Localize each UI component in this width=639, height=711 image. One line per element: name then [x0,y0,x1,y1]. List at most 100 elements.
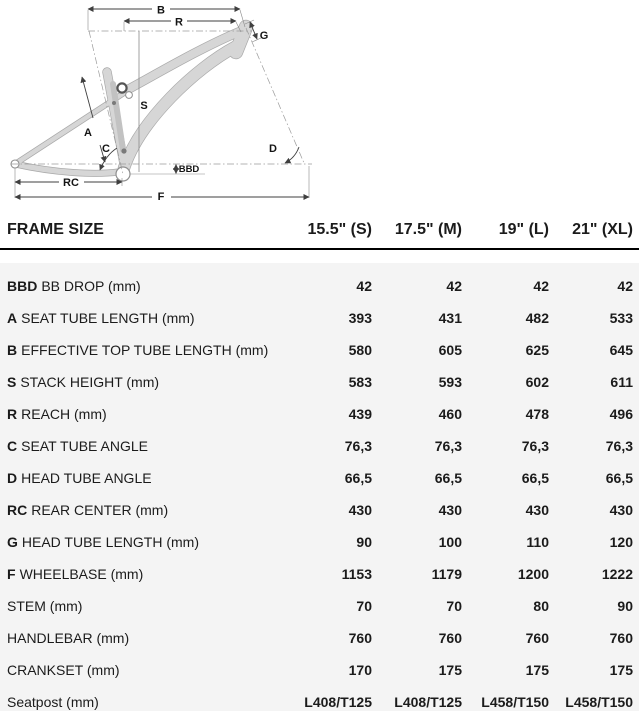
value-size-l: L458/T150 [481,694,549,710]
value-size-xl: 496 [609,406,633,422]
table-row: Seatpost (mm) L408/T125 L408/T125 L458/T… [7,686,633,711]
value-size-xl: 42 [617,278,633,294]
value-size-m: 76,3 [434,438,462,454]
frame-geometry-diagram: B R G S A C D BBD RC F [0,0,639,212]
value-size-xl: 120 [609,534,633,550]
reference-lines [11,27,312,175]
row-label: D HEAD TUBE ANGLE [7,470,152,486]
dim-label-f: F [158,191,165,203]
table-row: C SEAT TUBE ANGLE 76,3 76,3 76,3 76,3 [7,430,633,462]
value-size-l: 430 [525,502,549,518]
value-size-m: 430 [438,502,462,518]
row-label: Seatpost (mm) [7,694,99,710]
value-size-s: 583 [348,374,372,390]
value-size-xl: 611 [610,374,633,390]
row-key: G [7,534,18,550]
value-size-l: 602 [525,374,549,390]
row-label: G HEAD TUBE LENGTH (mm) [7,534,199,550]
value-size-m: 760 [438,630,462,646]
table-row: STEM (mm) 70 70 80 90 [7,590,633,622]
table-row: R REACH (mm) 439 460 478 496 [7,398,633,430]
value-size-l: 175 [525,662,549,678]
value-size-m: 593 [438,374,462,390]
column-header-size-m: 17.5" (M) [394,221,462,238]
table-header: FRAME SIZE 15.5" (S) 17.5" (M) 19" (L) 2… [0,212,639,250]
table-row: F WHEELBASE (mm) 1153 1179 1200 1222 [7,558,633,590]
table-row: D HEAD TUBE ANGLE 66,5 66,5 66,5 66,5 [7,462,633,494]
row-key: RC [7,502,28,518]
value-size-xl: 66,5 [605,470,633,486]
dim-label-rc: RC [63,177,79,189]
column-header-size-l: 19" (L) [498,221,549,238]
value-size-m: 431 [438,310,462,326]
value-size-s: 42 [356,278,372,294]
rear-shock [110,81,126,153]
table-row: CRANKSET (mm) 170 175 175 175 [7,654,633,686]
row-key: B [7,342,18,358]
dim-label-a: A [84,127,92,139]
row-label: RC REAR CENTER (mm) [7,502,169,518]
geometry-table-body: BBD BB DROP (mm) 42 42 42 42 A SEAT TUBE L… [0,263,639,711]
value-size-s: 70 [356,598,372,614]
value-size-s: 1153 [341,566,372,582]
value-size-s: 393 [348,310,372,326]
value-size-l: 625 [525,342,549,358]
value-size-m: L408/T125 [394,694,462,710]
value-size-m: 605 [438,342,462,358]
row-label: B EFFECTIVE TOP TUBE LENGTH (mm) [7,342,269,358]
table-row: S STACK HEIGHT (mm) 583 593 602 611 [7,366,633,398]
value-size-s: L408/T125 [304,694,372,710]
value-size-xl: 76,3 [605,438,633,454]
bottom-bracket [115,166,131,182]
value-size-l: 66,5 [521,470,549,486]
value-size-l: 80 [533,598,549,614]
value-size-s: 90 [356,534,372,550]
dim-label-s: S [140,100,147,112]
value-size-xl: 90 [617,598,633,614]
value-size-m: 70 [446,598,462,614]
value-size-xl: 533 [609,310,633,326]
value-size-l: 76,3 [521,438,549,454]
value-size-s: 66,5 [344,470,372,486]
dim-label-bbd: BBD [179,164,200,175]
value-size-xl: 1222 [601,566,633,582]
value-size-s: 580 [348,342,372,358]
value-size-m: 100 [438,534,462,550]
value-size-l: 482 [525,310,549,326]
value-size-s: 439 [348,406,372,422]
value-size-m: 42 [446,278,462,294]
row-label: C SEAT TUBE ANGLE [7,438,148,454]
row-label: R REACH (mm) [7,406,107,422]
value-size-l: 110 [526,534,549,550]
row-label: S STACK HEIGHT (mm) [7,374,160,390]
table-row: HANDLEBAR (mm) 760 760 760 760 [7,622,633,654]
row-label: BBD BB DROP (mm) [7,278,141,294]
table-row: BBD BB DROP (mm) 42 42 42 42 [7,270,633,302]
table-row: G HEAD TUBE LENGTH (mm) 90 100 110 120 [7,526,633,558]
row-key: R [7,406,18,422]
value-size-s: 430 [348,502,372,518]
row-key: BBD [7,278,38,294]
value-size-l: 478 [525,406,549,422]
row-label: HANDLEBAR (mm) [7,630,130,646]
row-label: F WHEELBASE (mm) [7,566,144,582]
value-size-s: 76,3 [344,438,372,454]
value-size-m: 460 [438,406,462,422]
value-size-xl: 175 [609,662,633,678]
dim-label-g: G [260,30,269,42]
row-label: A SEAT TUBE LENGTH (mm) [7,310,195,326]
row-key: C [7,438,18,454]
value-size-s: 170 [348,662,372,678]
dim-label-c: C [102,143,110,155]
row-key: D [7,470,18,486]
value-size-xl: 430 [609,502,633,518]
bike-frame-drawing [10,19,254,182]
table-row: B EFFECTIVE TOP TUBE LENGTH (mm) 580 605 … [7,334,633,366]
value-size-xl: L458/T150 [565,694,633,710]
value-size-m: 66,5 [434,470,462,486]
table-row: A SEAT TUBE LENGTH (mm) 393 431 482 533 [7,302,633,334]
value-size-l: 42 [533,278,549,294]
dim-label-b: B [157,5,165,17]
row-key: A [7,310,18,326]
